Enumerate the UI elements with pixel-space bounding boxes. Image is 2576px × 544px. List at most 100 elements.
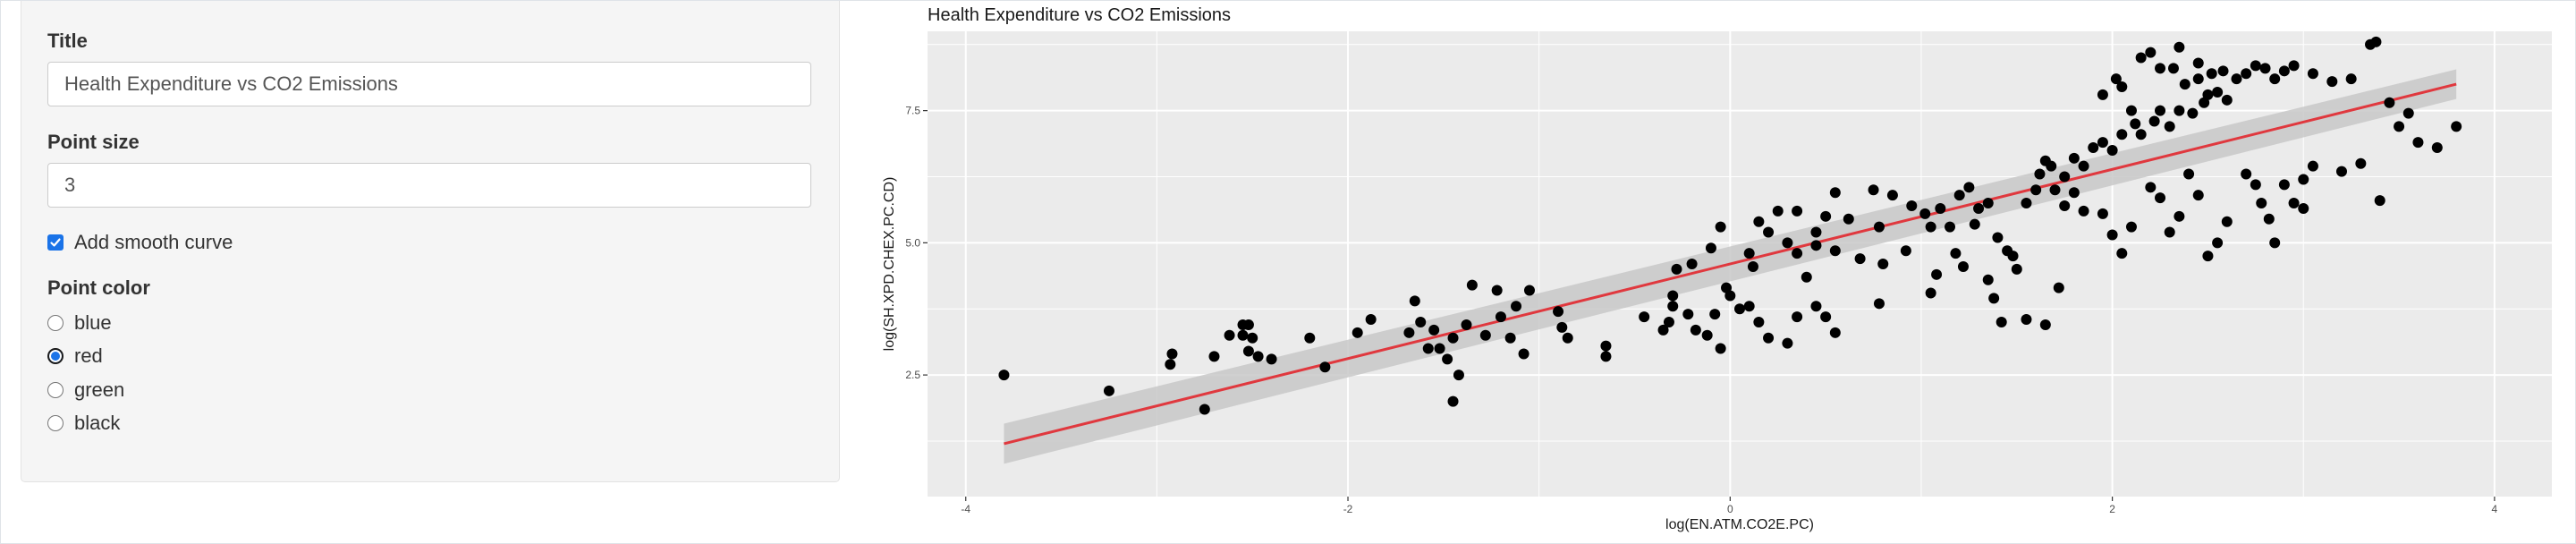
data-point xyxy=(2145,182,2157,193)
data-point xyxy=(1950,248,1962,259)
data-point xyxy=(2278,179,2290,191)
data-point xyxy=(2097,208,2108,219)
data-point xyxy=(2097,89,2108,100)
data-point xyxy=(1686,259,1698,269)
point-size-label: Point size xyxy=(47,131,140,153)
data-point xyxy=(2148,115,2160,127)
data-point xyxy=(1266,353,1277,365)
data-point xyxy=(1810,301,1822,312)
data-point xyxy=(2370,36,2382,47)
data-point xyxy=(1663,317,1674,327)
color-option-blue[interactable]: blue xyxy=(47,310,112,336)
y-axis-label: log(SH.XPD.CHEX.PC.CD) xyxy=(882,177,897,352)
color-option-red[interactable]: red xyxy=(47,344,103,369)
data-point xyxy=(1409,295,1420,307)
data-point xyxy=(1304,332,1316,344)
data-point xyxy=(2202,89,2214,100)
data-point xyxy=(2355,157,2367,169)
data-point xyxy=(2179,79,2190,90)
data-point xyxy=(2046,160,2057,172)
data-point xyxy=(2135,129,2147,140)
data-point xyxy=(2298,202,2309,214)
data-point xyxy=(2034,168,2046,180)
data-point xyxy=(2106,229,2118,241)
data-point xyxy=(1199,404,1210,415)
point-size-input[interactable] xyxy=(47,163,811,208)
data-point xyxy=(1709,309,1721,320)
data-point xyxy=(1969,218,1980,230)
data-point xyxy=(1491,285,1503,296)
data-point xyxy=(2431,142,2443,153)
radio-red[interactable] xyxy=(47,348,64,364)
data-point xyxy=(1953,190,1965,201)
point-color-label: Point color xyxy=(47,276,150,299)
data-point xyxy=(2307,160,2318,172)
data-point xyxy=(2130,118,2141,130)
smooth-curve-label: Add smooth curve xyxy=(74,231,233,253)
data-point xyxy=(1553,306,1564,318)
data-point xyxy=(2183,168,2195,180)
x-tick-label: -4 xyxy=(961,503,970,515)
data-point xyxy=(2217,65,2229,77)
data-point xyxy=(1992,232,2004,243)
data-point xyxy=(1935,202,1946,214)
data-point xyxy=(2155,63,2166,74)
title-label: Title xyxy=(47,30,88,52)
data-point xyxy=(2374,195,2385,207)
data-point xyxy=(2155,192,2166,204)
smooth-curve-checkbox[interactable] xyxy=(47,234,64,251)
data-point xyxy=(1873,298,1885,310)
x-tick-label: 0 xyxy=(1727,503,1733,515)
data-point xyxy=(2125,105,2137,116)
data-point xyxy=(1657,324,1669,336)
data-point xyxy=(1772,205,1784,217)
data-point xyxy=(1843,213,1854,225)
data-point xyxy=(1208,351,1220,362)
x-tick-label: -2 xyxy=(1343,503,1353,515)
radio-black[interactable] xyxy=(47,415,64,431)
data-point xyxy=(2384,97,2395,108)
data-point xyxy=(2116,248,2128,259)
data-point xyxy=(1690,324,1701,336)
color-option-green[interactable]: green xyxy=(47,378,124,403)
data-point xyxy=(2097,137,2108,149)
smooth-curve-option[interactable]: Add smooth curve xyxy=(47,230,233,255)
data-point xyxy=(1701,329,1713,341)
data-point xyxy=(1667,290,1679,302)
data-point xyxy=(2049,184,2061,196)
data-point xyxy=(2212,86,2224,98)
color-option-black[interactable]: black xyxy=(47,411,120,436)
data-point xyxy=(1352,327,1363,338)
data-point xyxy=(1763,332,1775,344)
data-point xyxy=(2039,319,2051,330)
data-point xyxy=(1868,184,1879,196)
y-tick-label: 7.5 xyxy=(905,105,920,117)
radio-green[interactable] xyxy=(47,382,64,398)
data-point xyxy=(1792,311,1803,323)
data-point xyxy=(2250,60,2261,72)
data-point xyxy=(1442,353,1453,365)
title-input[interactable] xyxy=(47,62,811,106)
data-point xyxy=(2241,168,2252,180)
data-point xyxy=(2451,121,2462,132)
x-tick-label: 4 xyxy=(2492,503,2498,515)
data-point xyxy=(2116,129,2128,140)
data-point xyxy=(2263,213,2275,225)
data-point xyxy=(1982,198,1994,209)
data-point xyxy=(1319,361,1331,373)
radio-label-blue: blue xyxy=(74,311,112,334)
data-point xyxy=(2021,314,2032,326)
radio-label-black: black xyxy=(74,412,121,434)
radio-blue[interactable] xyxy=(47,315,64,331)
data-point xyxy=(2288,60,2300,72)
radio-label-red: red xyxy=(74,344,103,367)
data-point xyxy=(1877,259,1889,269)
data-point xyxy=(1886,190,1898,201)
data-point xyxy=(2288,198,2300,209)
data-point xyxy=(1556,321,1568,333)
data-point xyxy=(2402,107,2414,119)
data-point xyxy=(2412,137,2424,149)
data-point xyxy=(2259,63,2271,74)
data-point xyxy=(1453,370,1464,381)
data-point xyxy=(1963,182,1975,193)
